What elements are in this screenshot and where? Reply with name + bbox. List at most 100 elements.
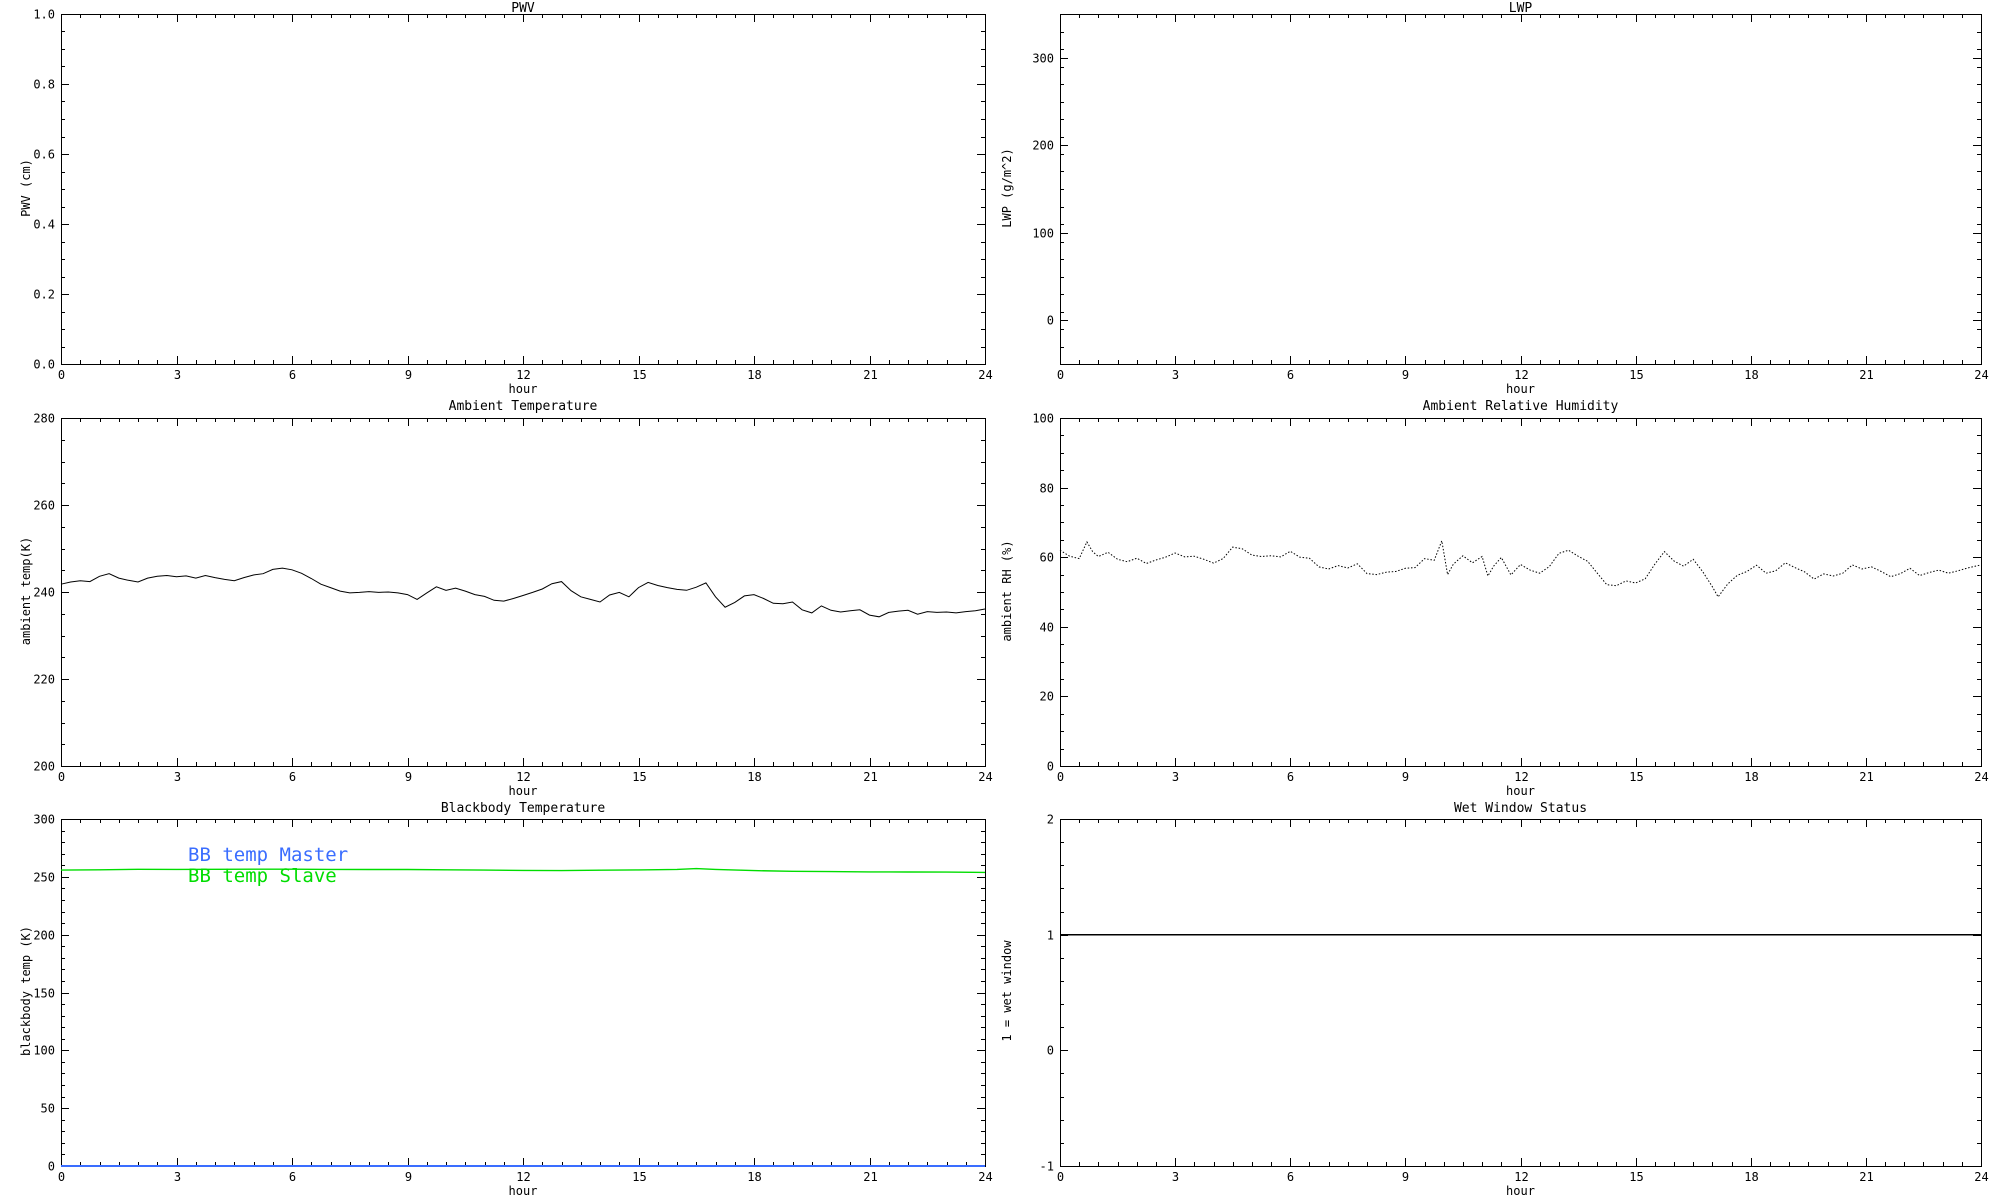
svg-text:12: 12 [516, 1170, 530, 1184]
svg-text:280: 280 [33, 412, 55, 426]
svg-text:0.6: 0.6 [33, 148, 55, 162]
svg-text:15: 15 [1629, 770, 1643, 784]
svg-text:2: 2 [1047, 813, 1054, 827]
legend-bb-temp-master: BB temp Master [188, 844, 349, 866]
svg-text:3: 3 [1172, 770, 1179, 784]
lwp-xlabel: hour [1506, 382, 1535, 396]
svg-text:100: 100 [1032, 412, 1054, 426]
svg-text:0: 0 [1057, 1170, 1064, 1184]
svg-text:200: 200 [1032, 139, 1054, 153]
blackbody-temperature-xlabel: hour [508, 1184, 538, 1198]
svg-text:0: 0 [58, 770, 65, 784]
svg-text:3: 3 [174, 770, 181, 784]
svg-text:24: 24 [1974, 770, 1988, 784]
svg-text:9: 9 [1402, 770, 1409, 784]
svg-text:9: 9 [405, 368, 412, 382]
svg-text:15: 15 [632, 1170, 646, 1184]
svg-text:18: 18 [747, 1170, 761, 1184]
svg-text:260: 260 [33, 499, 55, 513]
svg-text:12: 12 [516, 770, 530, 784]
svg-text:9: 9 [405, 770, 412, 784]
svg-text:300: 300 [33, 813, 55, 827]
svg-text:21: 21 [863, 368, 877, 382]
svg-text:0: 0 [1057, 368, 1064, 382]
svg-text:0: 0 [1047, 314, 1054, 328]
ambient-rh-title: Ambient Relative Humidity [1422, 399, 1619, 414]
svg-text:6: 6 [289, 1170, 296, 1184]
svg-text:24: 24 [978, 770, 992, 784]
legend-bb-temp-slave: BB temp Slave [188, 865, 337, 887]
svg-text:9: 9 [1402, 1170, 1409, 1184]
svg-text:0: 0 [1047, 1044, 1054, 1058]
svg-text:18: 18 [1744, 770, 1758, 784]
svg-text:100: 100 [1032, 227, 1054, 241]
svg-text:200: 200 [33, 760, 55, 774]
svg-text:100: 100 [33, 1044, 55, 1058]
svg-text:3: 3 [1172, 1170, 1179, 1184]
svg-text:21: 21 [1859, 368, 1873, 382]
svg-text:18: 18 [747, 770, 761, 784]
svg-text:80: 80 [1040, 482, 1054, 496]
svg-text:24: 24 [978, 368, 992, 382]
svg-text:18: 18 [747, 368, 761, 382]
svg-text:6: 6 [289, 368, 296, 382]
svg-text:220: 220 [33, 673, 55, 687]
pwv-xlabel: hour [508, 382, 538, 396]
svg-text:1: 1 [1047, 929, 1054, 943]
svg-text:200: 200 [33, 929, 55, 943]
svg-text:21: 21 [863, 770, 877, 784]
svg-text:-1: -1 [1040, 1160, 1054, 1174]
svg-text:18: 18 [1744, 1170, 1758, 1184]
svg-text:12: 12 [1514, 368, 1528, 382]
svg-text:12: 12 [1514, 770, 1528, 784]
svg-text:1.0: 1.0 [33, 8, 55, 22]
wet-window-status-title: Wet Window Status [1453, 801, 1588, 816]
svg-text:50: 50 [41, 1102, 55, 1116]
svg-text:6: 6 [1287, 368, 1294, 382]
svg-text:9: 9 [405, 1170, 412, 1184]
svg-text:60: 60 [1040, 551, 1054, 565]
svg-text:250: 250 [33, 871, 55, 885]
pwv-title: PWV [511, 1, 535, 16]
svg-text:9: 9 [1402, 368, 1409, 382]
svg-text:0.8: 0.8 [33, 78, 55, 92]
svg-text:20: 20 [1040, 690, 1054, 704]
svg-text:0: 0 [48, 1160, 55, 1174]
wet-window-status-xlabel: hour [1506, 1184, 1535, 1198]
svg-text:15: 15 [1629, 1170, 1643, 1184]
svg-text:15: 15 [632, 368, 646, 382]
svg-text:24: 24 [1974, 1170, 1988, 1184]
svg-text:3: 3 [1172, 368, 1179, 382]
blackbody-temperature-title: Blackbody Temperature [440, 801, 606, 816]
svg-text:240: 240 [33, 586, 55, 600]
ambient-temperature-xlabel: hour [508, 784, 538, 798]
svg-text:0.4: 0.4 [33, 218, 55, 232]
svg-text:3: 3 [174, 1170, 181, 1184]
svg-text:0: 0 [58, 368, 65, 382]
ambient-temperature-title: Ambient Temperature [448, 399, 598, 414]
svg-text:6: 6 [289, 770, 296, 784]
svg-text:0.2: 0.2 [33, 288, 55, 302]
svg-text:15: 15 [632, 770, 646, 784]
svg-text:12: 12 [516, 368, 530, 382]
svg-text:0: 0 [1057, 770, 1064, 784]
svg-text:21: 21 [1859, 770, 1873, 784]
svg-text:300: 300 [1032, 52, 1054, 66]
svg-text:21: 21 [1859, 1170, 1873, 1184]
svg-text:0: 0 [1047, 760, 1054, 774]
svg-text:24: 24 [1974, 368, 1988, 382]
svg-text:15: 15 [1629, 368, 1643, 382]
svg-text:6: 6 [1287, 770, 1294, 784]
svg-text:12: 12 [1514, 1170, 1528, 1184]
lwp-title: LWP [1508, 1, 1533, 16]
svg-text:150: 150 [33, 987, 55, 1001]
svg-text:21: 21 [863, 1170, 877, 1184]
svg-text:0.0: 0.0 [33, 358, 55, 372]
svg-text:40: 40 [1040, 621, 1054, 635]
svg-text:24: 24 [978, 1170, 992, 1184]
svg-text:3: 3 [174, 368, 181, 382]
svg-text:0: 0 [58, 1170, 65, 1184]
svg-text:18: 18 [1744, 368, 1758, 382]
